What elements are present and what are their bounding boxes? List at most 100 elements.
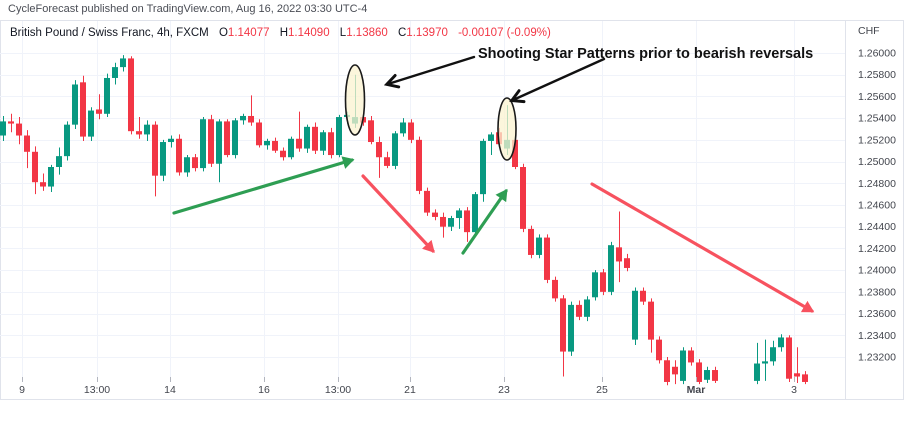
uptrend-arrow-2[interactable]	[461, 188, 508, 255]
candle-down	[408, 119, 414, 144]
time-axis-label: 3	[791, 384, 797, 396]
candle-body	[520, 167, 526, 229]
candle-body	[216, 121, 222, 164]
candle-body	[64, 124, 70, 157]
ohlc-low: L1.13860	[339, 27, 388, 39]
candle-down	[328, 127, 334, 159]
candle-up	[160, 139, 166, 182]
candle-down	[576, 300, 582, 321]
candle-down	[312, 122, 318, 154]
candle-body	[112, 67, 118, 78]
price-axis-label: 1.24000	[858, 265, 896, 277]
candle-down	[672, 360, 678, 385]
candle-body	[568, 304, 574, 352]
price-axis[interactable]: CHF 1.26000 1.25800 1.25600 1.25400 1.25200 1.…	[858, 25, 896, 364]
shooting-star-ellipse[interactable]	[497, 97, 517, 161]
candle-up	[144, 120, 150, 141]
candle-up	[754, 342, 760, 385]
candle-body	[802, 374, 808, 382]
candle-body	[264, 140, 270, 146]
symbol-title[interactable]: British Pound / Swiss Franc, 4h, FXCM	[10, 27, 209, 39]
time-axis-label: 23	[498, 384, 510, 396]
annotation-arrow-1[interactable]	[388, 55, 476, 84]
candle-body	[336, 117, 342, 156]
candle-up	[632, 287, 638, 346]
candle-body	[312, 126, 318, 151]
chart-frame	[0, 20, 904, 400]
candle-down	[224, 119, 230, 158]
price-axis-label: 1.26000	[858, 48, 896, 60]
candle-down	[600, 269, 606, 296]
candle-up	[216, 119, 222, 183]
price-axis-label: 1.24800	[858, 178, 896, 190]
candle-body	[656, 339, 662, 361]
candle-body	[384, 157, 390, 166]
price-axis-label: 1.25800	[858, 69, 896, 81]
candle-down	[656, 336, 662, 364]
candle-down	[272, 137, 278, 153]
candle-up	[120, 55, 126, 72]
candle-body	[770, 347, 776, 362]
annotation-arrow-2[interactable]	[513, 57, 606, 100]
candle-body	[320, 132, 326, 151]
candle-body	[232, 120, 238, 156]
candle-down	[96, 94, 102, 120]
candle-up	[472, 191, 478, 236]
downtrend-arrow-1[interactable]	[361, 174, 435, 253]
time-axis[interactable]: 9 13:00 14 16 13:00 21 23 25 Mar 3	[19, 377, 797, 396]
candle-up	[480, 138, 486, 202]
price-axis-label: 1.24600	[858, 200, 896, 212]
candle-up	[288, 136, 294, 160]
candle-down	[384, 151, 390, 169]
price-axis-currency: CHF	[858, 25, 880, 37]
candle-up	[112, 62, 118, 85]
uptrend-arrow-1[interactable]	[172, 156, 355, 215]
candle-body	[328, 132, 334, 156]
candle-body	[664, 360, 670, 382]
candle-body	[136, 131, 142, 135]
time-axis-label: Mar	[687, 384, 706, 396]
candle-body	[72, 84, 78, 125]
candle-body	[248, 115, 254, 123]
candle-body	[240, 115, 246, 121]
downtrend-arrow-2[interactable]	[590, 182, 815, 313]
candle-down	[152, 121, 158, 197]
ohlc-open: O1.14077	[218, 27, 270, 39]
candle-up	[448, 215, 454, 232]
candle-body	[16, 123, 22, 136]
price-axis-label: 1.25400	[858, 113, 896, 125]
candle-down	[520, 163, 526, 233]
candle-up	[48, 164, 54, 192]
candle-body	[552, 279, 558, 299]
candle-down	[712, 366, 718, 384]
time-axis-label: 16	[258, 384, 270, 396]
time-axis-label: 25	[596, 384, 608, 396]
candle-down	[794, 347, 800, 384]
time-axis-label: 13:00	[325, 384, 351, 396]
candle-down	[256, 119, 262, 148]
candle-body	[168, 138, 174, 143]
candle-body	[696, 362, 702, 382]
candle-down	[296, 111, 302, 152]
candle-down	[248, 95, 254, 126]
candle-body	[528, 228, 534, 255]
candle-body	[448, 218, 454, 227]
ohlc-close: C1.13970	[397, 27, 448, 39]
annotation-text[interactable]: Shooting Star Patterns prior to bearish …	[478, 46, 814, 62]
candle-down	[802, 371, 808, 385]
candle-up	[72, 80, 78, 129]
candle-body	[120, 58, 126, 68]
candle-down	[176, 134, 182, 176]
candle-body	[8, 121, 14, 124]
candle-body	[472, 194, 478, 233]
candle-up	[680, 347, 686, 385]
candle-up	[336, 114, 342, 158]
candle-up	[0, 115, 6, 141]
candle-body	[376, 142, 382, 158]
candle-body	[536, 237, 542, 255]
candle-body	[560, 298, 566, 352]
shooting-star-ellipse[interactable]	[344, 64, 366, 136]
candle-body	[464, 210, 470, 233]
